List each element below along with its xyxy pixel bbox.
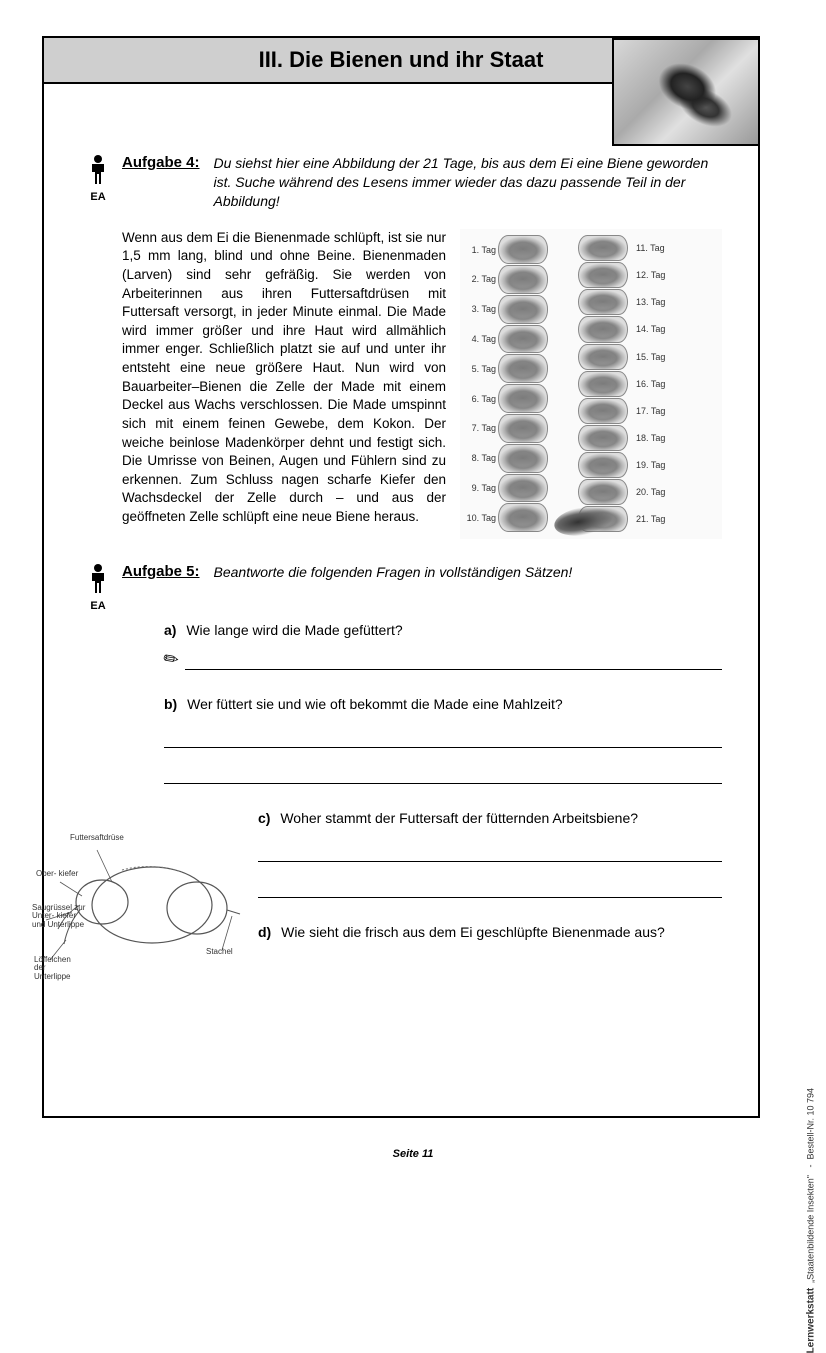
day-label: 11. Tag [636, 243, 670, 253]
anatomy-label: Saugrüssel zur Unter- kiefer und Unterli… [32, 904, 86, 930]
dev-cell [578, 316, 628, 342]
day-label: 20. Tag [636, 487, 670, 497]
q-text-b: Wer füttert sie und wie oft bekommt die … [187, 696, 563, 712]
content-area: EA Aufgabe 4: Du siehst hier eine Abbild… [44, 84, 758, 1034]
q-text-d: Wie sieht die frisch aus dem Ei geschlüp… [281, 924, 665, 940]
task-4: EA Aufgabe 4: Du siehst hier eine Abbild… [80, 154, 722, 539]
bee-photo [612, 38, 760, 146]
title-bar: III. Die Bienen und ihr Staat [44, 38, 758, 84]
task-4-title: Aufgabe 4: [122, 154, 200, 171]
q-label-a: a) [164, 622, 176, 638]
answer-line[interactable] [185, 648, 722, 670]
dev-cell [498, 503, 548, 532]
answer-line[interactable] [164, 726, 722, 748]
dev-cell [498, 295, 548, 324]
day-label: 4. Tag [462, 334, 496, 344]
task-5-instruction: Beantworte die folgenden Fragen in volls… [214, 563, 573, 582]
day-label: 10. Tag [462, 513, 496, 523]
answer-line[interactable] [258, 876, 722, 898]
bee-anatomy-figure: Futtersaftdrüse Ober- kiefer Saugrüssel … [32, 810, 242, 990]
day-label: 16. Tag [636, 379, 670, 389]
task-4-instruction: Du siehst hier eine Abbildung der 21 Tag… [214, 154, 722, 211]
question-b: b) Wer füttert sie und wie oft bekommt d… [164, 696, 722, 784]
dev-cell [498, 414, 548, 443]
pencil-icon: ✎ [159, 646, 183, 672]
dev-cell [578, 425, 628, 451]
day-label: 13. Tag [636, 297, 670, 307]
person-icon: EA [80, 154, 116, 203]
question-a: a) Wie lange wird die Made gefüttert? ✎ [164, 622, 722, 670]
dev-cell [578, 344, 628, 370]
question-d: d) Wie sieht die frisch aus dem Ei gesch… [258, 924, 722, 940]
day-label: 19. Tag [636, 460, 670, 470]
dev-cell [578, 289, 628, 315]
day-label: 7. Tag [462, 423, 496, 433]
dev-cell [498, 474, 548, 503]
day-label: 12. Tag [636, 270, 670, 280]
answer-line[interactable] [258, 840, 722, 862]
dev-cell [578, 262, 628, 288]
day-label: 14. Tag [636, 324, 670, 334]
day-label: 2. Tag [462, 274, 496, 284]
dev-cell [578, 479, 628, 505]
q-label-c: c) [258, 810, 270, 826]
task-4-body: Wenn aus dem Ei die Bienenmade schlüpft,… [122, 229, 460, 539]
task-5: EA Aufgabe 5: Beantworte die folgenden F… [80, 563, 722, 990]
dev-cell [578, 398, 628, 424]
anatomy-label: Futtersaftdrüse [70, 834, 124, 843]
dev-cell [498, 265, 548, 294]
day-label: 3. Tag [462, 304, 496, 314]
dev-cell [498, 354, 548, 383]
task-5-title: Aufgabe 5: [122, 563, 200, 580]
page-number: Seite 11 [0, 1148, 826, 1160]
day-label: 8. Tag [462, 453, 496, 463]
side-info: Lernwerkstatt „Staatenbildende Insekten"… [805, 1088, 816, 1353]
dev-cell [578, 452, 628, 478]
ea-label: EA [80, 191, 116, 203]
development-figure: 1. Tag 2. Tag 3. Tag 4. Tag 5. Tag 6. Tag 7. T… [460, 229, 722, 539]
question-c: c) Woher stammt der Futtersaft der fütte… [258, 810, 722, 898]
side-title: Lernwerkstatt [805, 1288, 816, 1353]
anatomy-label: Löffelchen der Unterlippe [34, 956, 84, 982]
person-icon: EA [80, 563, 116, 612]
day-label: 9. Tag [462, 483, 496, 493]
anatomy-label: Ober- kiefer [36, 870, 78, 879]
day-label: 18. Tag [636, 433, 670, 443]
day-label: 15. Tag [636, 352, 670, 362]
dev-cell [578, 235, 628, 261]
side-subtitle: „Staatenbildende Insekten" [805, 1175, 815, 1283]
day-label: 17. Tag [636, 406, 670, 416]
q-text-a: Wie lange wird die Made gefüttert? [186, 622, 402, 638]
q-text-c: Woher stammt der Futtersaft der fütternd… [280, 810, 638, 826]
page-frame: III. Die Bienen und ihr Staat EA Aufgabe… [42, 36, 760, 1118]
dev-cell [498, 384, 548, 413]
chapter-title: III. Die Bienen und ihr Staat [259, 47, 544, 73]
dev-cell [498, 325, 548, 354]
dev-cell [498, 235, 548, 264]
dev-cell [578, 371, 628, 397]
q-label-b: b) [164, 696, 177, 712]
answer-line[interactable] [164, 762, 722, 784]
anatomy-label: Stachel [206, 948, 233, 957]
day-label: 6. Tag [462, 394, 496, 404]
day-label: 1. Tag [462, 245, 496, 255]
ea-label: EA [80, 600, 116, 612]
q-label-d: d) [258, 924, 271, 940]
day-label: 21. Tag [636, 514, 670, 524]
dev-cell [498, 444, 548, 473]
day-label: 5. Tag [462, 364, 496, 374]
side-order: Bestell-Nr. 10 794 [805, 1088, 815, 1160]
